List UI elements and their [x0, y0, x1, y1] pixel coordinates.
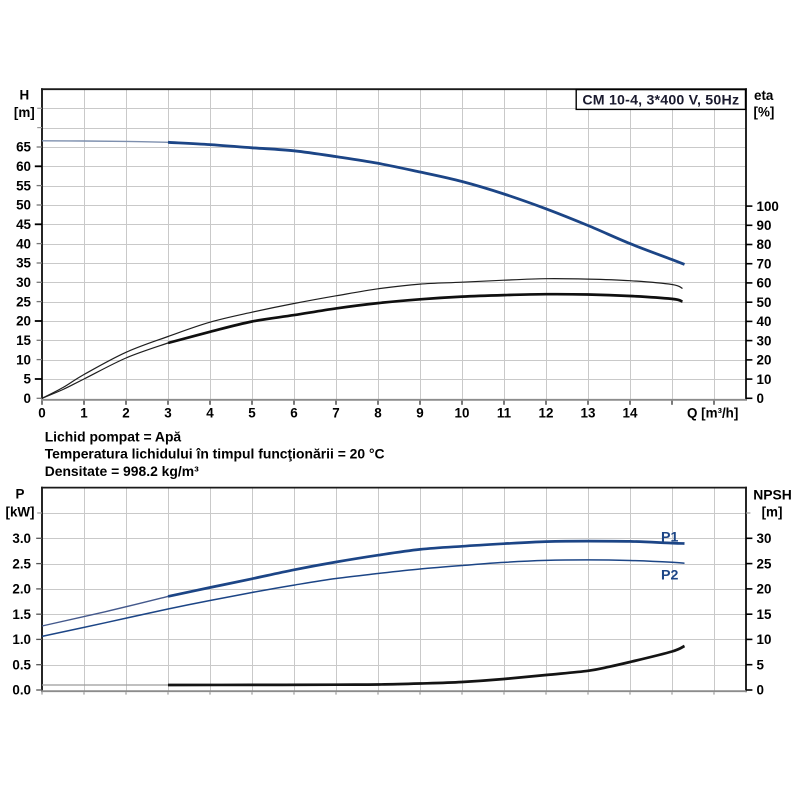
svg-text:CM 10-4, 3*400 V, 50Hz: CM 10-4, 3*400 V, 50Hz	[582, 93, 739, 109]
svg-text:[%]: [%]	[754, 105, 775, 120]
svg-text:100: 100	[757, 199, 779, 214]
svg-text:30: 30	[757, 333, 772, 348]
svg-text:2.0: 2.0	[12, 582, 31, 597]
svg-text:25: 25	[16, 294, 31, 309]
svg-text:0.5: 0.5	[12, 657, 31, 672]
svg-text:55: 55	[16, 178, 31, 193]
svg-text:10: 10	[757, 632, 772, 647]
svg-text:H: H	[19, 88, 29, 103]
svg-text:40: 40	[757, 314, 772, 329]
svg-text:10: 10	[16, 352, 31, 367]
svg-text:3: 3	[164, 406, 171, 421]
svg-text:P: P	[16, 486, 25, 501]
svg-text:Densitate = 998.2 kg/m³: Densitate = 998.2 kg/m³	[45, 463, 199, 479]
svg-text:1.0: 1.0	[12, 632, 31, 647]
svg-text:P1: P1	[661, 529, 678, 545]
svg-text:14: 14	[623, 406, 638, 421]
svg-text:0: 0	[757, 391, 764, 406]
svg-text:40: 40	[16, 236, 31, 251]
svg-text:45: 45	[16, 217, 31, 232]
svg-text:5: 5	[24, 372, 32, 387]
svg-text:Q [m³/h]: Q [m³/h]	[687, 406, 738, 421]
svg-text:1: 1	[80, 406, 88, 421]
svg-text:2: 2	[122, 406, 129, 421]
svg-text:35: 35	[16, 256, 31, 271]
svg-text:3.0: 3.0	[12, 531, 31, 546]
svg-text:10: 10	[757, 372, 772, 387]
svg-text:25: 25	[757, 556, 772, 571]
svg-text:4: 4	[206, 406, 214, 421]
svg-text:11: 11	[497, 406, 512, 421]
svg-text:50: 50	[757, 295, 772, 310]
svg-text:30: 30	[16, 275, 31, 290]
svg-text:15: 15	[16, 333, 31, 348]
svg-text:1.5: 1.5	[12, 607, 31, 622]
svg-text:7: 7	[332, 406, 339, 421]
svg-text:[m]: [m]	[762, 505, 783, 520]
svg-text:20: 20	[757, 582, 772, 597]
svg-text:15: 15	[757, 607, 772, 622]
svg-text:2.5: 2.5	[12, 556, 31, 571]
svg-text:0: 0	[757, 683, 764, 698]
svg-text:5: 5	[757, 657, 765, 672]
svg-text:[kW]: [kW]	[5, 505, 34, 520]
svg-text:5: 5	[248, 406, 256, 421]
svg-text:eta: eta	[754, 88, 774, 103]
svg-text:80: 80	[757, 237, 772, 252]
svg-text:20: 20	[757, 353, 772, 368]
svg-text:12: 12	[539, 406, 554, 421]
svg-text:13: 13	[581, 406, 596, 421]
svg-text:9: 9	[416, 406, 423, 421]
svg-text:P2: P2	[661, 567, 678, 583]
svg-text:50: 50	[16, 198, 31, 213]
svg-text:60: 60	[16, 159, 31, 174]
svg-text:90: 90	[757, 218, 772, 233]
svg-text:60: 60	[757, 276, 772, 291]
svg-text:65: 65	[16, 140, 31, 155]
svg-text:Temperatura lichidului în timp: Temperatura lichidului în timpul funcţio…	[45, 446, 385, 462]
svg-text:70: 70	[757, 256, 772, 271]
svg-text:0: 0	[38, 406, 45, 421]
svg-text:NPSH: NPSH	[753, 487, 792, 503]
svg-text:10: 10	[455, 406, 470, 421]
svg-text:6: 6	[290, 406, 297, 421]
svg-text:20: 20	[16, 314, 31, 329]
svg-text:8: 8	[374, 406, 382, 421]
svg-text:0.0: 0.0	[12, 683, 31, 698]
svg-text:0: 0	[24, 391, 31, 406]
svg-text:30: 30	[757, 531, 772, 546]
svg-text:[m]: [m]	[14, 105, 35, 120]
svg-text:Lichid pompat = Apă: Lichid pompat = Apă	[45, 429, 182, 445]
